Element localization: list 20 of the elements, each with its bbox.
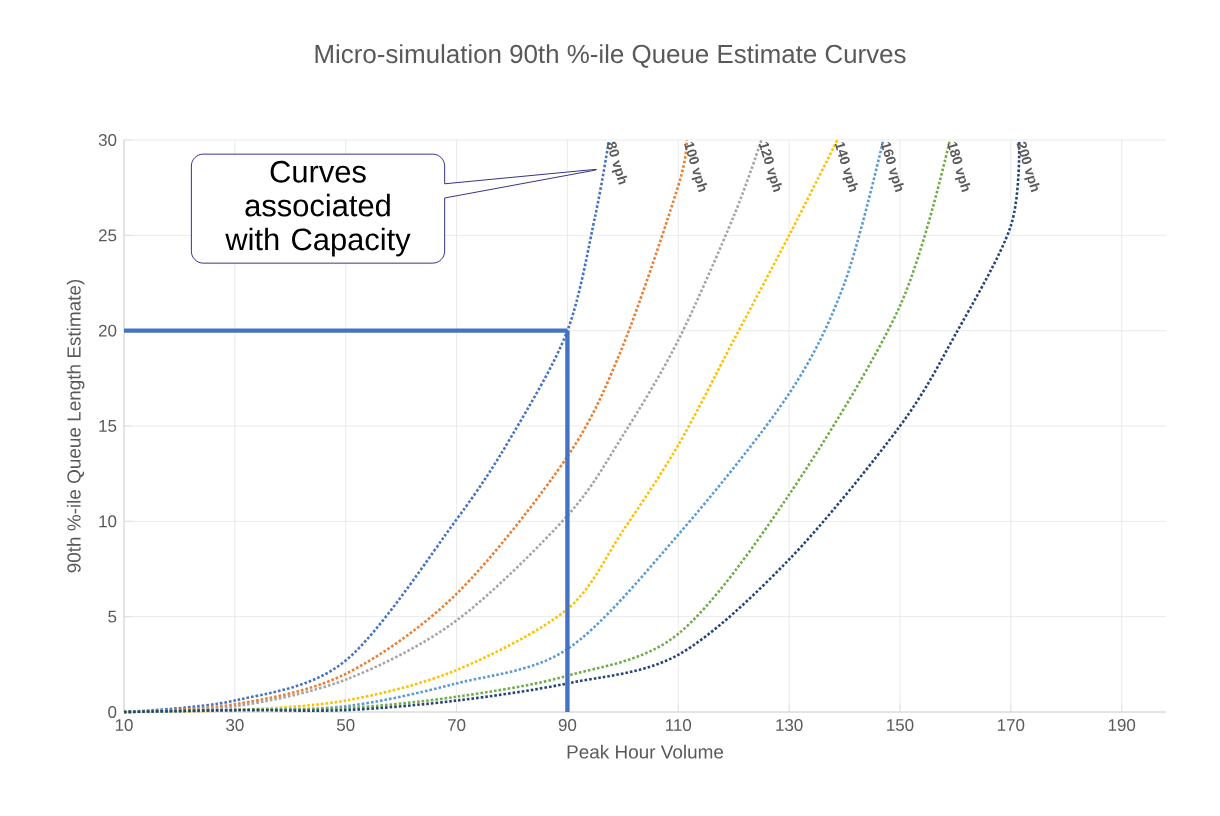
x-tick-label: 70 (448, 719, 466, 732)
y-tick-label: 10 (99, 515, 117, 528)
y-tick-label: 5 (108, 610, 117, 623)
x-tick-label: 130 (776, 719, 803, 732)
y-axis-title: 90th %-ile Queue Length Estimate) (66, 279, 85, 573)
x-tick-label: 50 (336, 719, 355, 732)
x-tick-label: 110 (666, 719, 692, 732)
y-tick-label: 30 (98, 134, 117, 146)
y-tick-label: 15 (99, 420, 117, 432)
x-tick-label: 150 (887, 719, 914, 732)
y-tick-label: 20 (98, 324, 117, 337)
y-tick-label: 25 (98, 229, 117, 242)
x-tick-label: 190 (1108, 719, 1136, 732)
y-tick-label: 0 (108, 706, 117, 718)
x-tick-label: 170 (997, 719, 1025, 732)
x-tick-label: 90 (558, 719, 577, 732)
x-tick-label: 30 (226, 719, 244, 732)
annotation: Curves associated with Capacity (225, 160, 411, 257)
chart-title: Micro-simulation 90th %-ile Queue Estimate Curves (315, 44, 906, 68)
x-axis-title: Peak Hour Volume (567, 744, 724, 759)
